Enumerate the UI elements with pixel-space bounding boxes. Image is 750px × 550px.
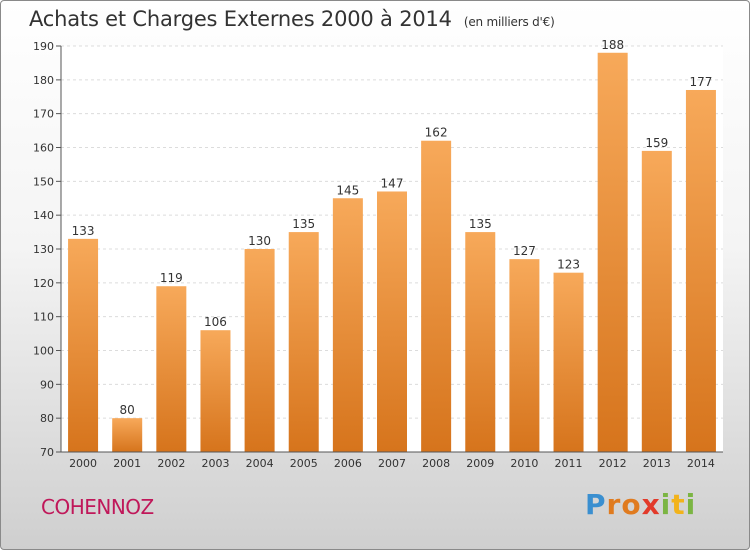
x-tick-label: 2013 — [643, 457, 671, 470]
commune-name: COHENNOZ — [41, 495, 154, 519]
logo-letter: x — [641, 488, 661, 521]
bar-2001 — [112, 418, 143, 452]
y-tick-label: 190 — [33, 40, 54, 53]
value-label: 145 — [336, 183, 359, 197]
bar-2013 — [641, 150, 672, 452]
y-tick-label: 70 — [40, 446, 54, 459]
x-tick-label: 2010 — [510, 457, 538, 470]
x-tick-label: 2005 — [290, 457, 318, 470]
logo-letter: t — [671, 488, 686, 521]
x-tick-label: 2014 — [687, 457, 715, 470]
x-tick-label: 2006 — [334, 457, 362, 470]
chart-title-text: Achats et Charges Externes 2000 à 2014 — [29, 7, 452, 31]
x-tick-label: 2009 — [466, 457, 494, 470]
bar-2003 — [200, 330, 231, 452]
logo-letter: i — [685, 488, 697, 521]
chart-title: Achats et Charges Externes 2000 à 2014 (e… — [29, 7, 555, 31]
y-tick-label: 170 — [33, 108, 54, 121]
logo-letter: i — [660, 488, 672, 521]
y-tick-label: 140 — [33, 209, 54, 222]
x-tick-label: 2000 — [69, 457, 97, 470]
x-axis: 2000 2001 2002 2003 2004 2005 2006 2007 2008 2009… — [61, 451, 723, 470]
bar-2009 — [465, 232, 496, 452]
bar-2010 — [509, 259, 540, 452]
value-label: 177 — [689, 75, 712, 89]
value-label: 119 — [160, 271, 183, 285]
value-label: 123 — [557, 258, 580, 272]
bar-2002 — [156, 286, 187, 452]
value-label: 135 — [292, 217, 315, 231]
logo-letter: P — [585, 488, 607, 521]
bar-2012 — [597, 52, 628, 453]
bar-2006 — [332, 198, 363, 452]
y-tick-label: 180 — [33, 74, 54, 87]
x-tick-label: 2002 — [157, 457, 185, 470]
bar-2014 — [685, 89, 716, 452]
y-tick-label: 80 — [40, 412, 54, 425]
value-label: 135 — [469, 217, 492, 231]
logo-letter: o — [621, 488, 642, 521]
x-tick-label: 2003 — [201, 457, 229, 470]
bars: 133 80 119 106 130 135 145 147 162 135 127 123 188 15… — [68, 38, 716, 453]
value-label: 106 — [204, 315, 227, 329]
y-tick-label: 100 — [33, 345, 54, 358]
bar-2004 — [244, 249, 275, 452]
value-label: 162 — [425, 126, 448, 140]
value-label: 80 — [120, 403, 135, 417]
x-tick-label: 2001 — [113, 457, 141, 470]
y-tick-label: 150 — [33, 175, 54, 188]
x-tick-label: 2012 — [599, 457, 627, 470]
value-label: 130 — [248, 234, 271, 248]
bar-2007 — [377, 191, 407, 452]
value-label: 147 — [381, 176, 404, 190]
x-tick-label: 2004 — [246, 457, 274, 470]
logo-letter: r — [606, 488, 622, 521]
y-tick-label: 90 — [40, 378, 54, 391]
y-tick-label: 120 — [33, 277, 54, 290]
y-axis: 70 80 90 100 110 120 130 140 150 160 170 180 190 — [33, 40, 62, 459]
chart-unit: (en milliers d'€) — [463, 15, 555, 29]
bar-2008 — [421, 140, 452, 452]
value-label: 159 — [645, 136, 668, 150]
value-label: 127 — [513, 244, 536, 258]
y-tick-label: 130 — [33, 243, 54, 256]
bar-2000 — [68, 238, 99, 452]
y-tick-label: 110 — [33, 311, 54, 324]
y-tick-label: 160 — [33, 142, 54, 155]
proxiti-logo: Proxiti — [585, 488, 696, 521]
x-tick-label: 2007 — [378, 457, 406, 470]
x-tick-label: 2008 — [422, 457, 450, 470]
value-label: 133 — [72, 224, 95, 238]
bar-2005 — [288, 232, 319, 452]
bar-2011 — [553, 272, 584, 452]
x-tick-label: 2011 — [555, 457, 583, 470]
value-label: 188 — [601, 38, 624, 52]
